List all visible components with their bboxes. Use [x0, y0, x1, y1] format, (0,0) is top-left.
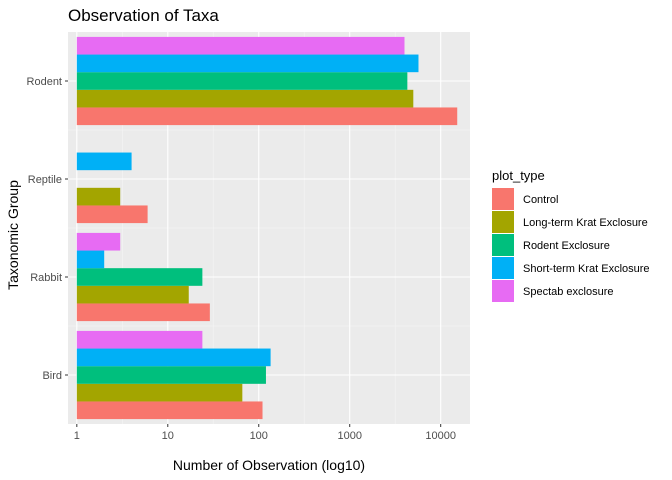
y-axis: Bird Rabbit Reptile Rodent [27, 76, 68, 382]
bar-rabbit-spectab-exclosure [76, 232, 121, 251]
bar-reptile-control [76, 205, 148, 224]
bar-reptile-long-term-krat-exclosure [76, 187, 121, 206]
bar-rabbit-long-term-krat-exclosure [76, 285, 189, 304]
bar-rodent-short-term-krat-exclosure [76, 54, 419, 73]
bar-rabbit-rodent-exclosure [76, 268, 203, 286]
y-tick-label: Bird [42, 370, 62, 382]
y-tick-label: Reptile [28, 174, 62, 186]
bar-bird-spectab-exclosure [76, 330, 203, 349]
legend-label: Long-term Krat Exclosure [523, 217, 648, 229]
legend-title: plot_type [492, 168, 545, 183]
x-tick-label: 10 [162, 430, 174, 442]
y-tick-label: Rabbit [30, 272, 62, 284]
chart-title: Observation of Taxa [68, 6, 219, 25]
bar-bird-short-term-krat-exclosure [76, 348, 271, 367]
x-axis-title: Number of Observation (log10) [173, 457, 365, 473]
bar-rodent-spectab-exclosure [76, 36, 405, 55]
bar-reptile-short-term-krat-exclosure [76, 152, 132, 171]
bar-bird-control [76, 401, 263, 420]
legend-key [492, 188, 514, 210]
bar-rodent-long-term-krat-exclosure [76, 89, 414, 108]
bar-bird-long-term-krat-exclosure [76, 383, 243, 402]
legend-label: Spectab exclosure [523, 286, 614, 298]
bar-rabbit-short-term-krat-exclosure [76, 250, 105, 269]
legend-label: Rodent Exclosure [523, 240, 610, 252]
x-tick-label: 1000 [337, 430, 361, 442]
x-tick-label: 100 [250, 430, 268, 442]
bar-rodent-rodent-exclosure [76, 72, 408, 90]
legend-key [492, 234, 514, 256]
legend-key [492, 257, 514, 279]
legend-key [492, 211, 514, 233]
y-axis-title: Taxonomic Group [5, 180, 21, 290]
legend-label: Control [523, 194, 558, 206]
x-axis: 1 10 100 1000 10000 [74, 424, 456, 442]
legend-label: Short-term Krat Exclosure [523, 263, 650, 275]
bar-bird-rodent-exclosure [76, 366, 266, 384]
legend: plot_type Control Long-term Krat Exclosur… [492, 168, 650, 302]
x-tick-label: 1 [74, 430, 80, 442]
legend-key [492, 280, 514, 302]
x-tick-label: 10000 [425, 430, 456, 442]
y-tick-label: Rodent [27, 76, 62, 88]
bar-rabbit-control [76, 303, 210, 322]
bars [76, 36, 458, 420]
bar-rodent-control [76, 107, 458, 126]
